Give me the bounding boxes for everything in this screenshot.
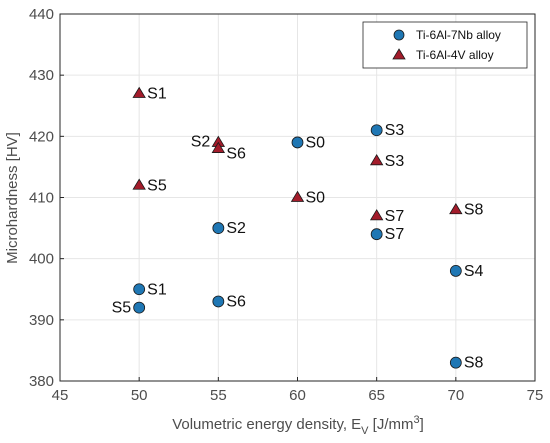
ti6al7nb-point-s8	[449, 356, 462, 369]
x-tick-label: 70	[447, 387, 464, 404]
x-tick-label: 55	[210, 387, 227, 404]
ti6al7nb-point-s6	[212, 295, 225, 308]
ti6al4v-label-s2: S2	[191, 133, 211, 150]
ti6al4v-point-s7	[369, 209, 384, 221]
ti6al7nb-label-s8: S8	[464, 355, 484, 372]
x-tick-label: 50	[131, 387, 148, 404]
legend-box	[362, 21, 528, 69]
ti6al7nb-label-s3: S3	[385, 122, 405, 139]
ti6al4v-point-s5	[132, 178, 146, 190]
ti6al7nb-point-s2	[212, 222, 225, 234]
ti6al7nb-point-s4	[449, 264, 462, 277]
ti6al4v-label-s5: S5	[147, 177, 167, 194]
ti6al4v-label-s8: S8	[464, 202, 484, 219]
x-tick-labels: 45 50 55 60 65 70 75	[52, 387, 544, 404]
ti6al4v-point-s0	[290, 190, 305, 202]
y-tick-label: 440	[29, 6, 54, 23]
legend-label-ti6al7nb: Ti-6Al-7Nb alloy	[416, 28, 501, 42]
ti6al7nb-point-s1	[133, 283, 146, 296]
y-tick-label: 430	[29, 67, 54, 84]
ti6al4v-point-s8	[449, 202, 463, 215]
ti6al4v-label-s7: S7	[385, 208, 405, 225]
x-axis-label-unit-end: ]	[420, 416, 424, 433]
y-tick-label: 380	[29, 373, 54, 390]
ti6al7nb-label-s2: S2	[226, 220, 246, 237]
x-tick-label: 60	[289, 387, 306, 404]
x-axis-label-unit: [J/mm	[369, 416, 414, 433]
legend-label-ti6al4v: Ti-6Al-4V alloy	[416, 48, 494, 62]
ti6al7nb-point-s7	[370, 228, 383, 241]
ti6al7nb-point-s0	[291, 136, 304, 149]
ti6al7nb-label-s6: S6	[226, 293, 246, 310]
x-tick-label: 45	[52, 387, 69, 404]
ti6al4v-point-s3	[369, 154, 384, 166]
plot-frame	[59, 13, 536, 382]
x-axis-label-superscript: 3	[414, 414, 420, 426]
x-tick-label: 75	[527, 387, 544, 404]
ti6al4v-label-s3: S3	[385, 153, 405, 170]
ti6al7nb-label-s4: S4	[464, 263, 484, 280]
y-tick-label: 410	[29, 190, 54, 207]
x-axis-label-main: Volumetric energy density, E	[172, 416, 361, 433]
legend-marker-ti6al4v	[392, 48, 406, 60]
ti6al7nb-label-s1: S1	[147, 281, 167, 298]
ti6al4v-label-s0: S0	[306, 190, 326, 207]
x-axis-label: Volumetric energy density, EV [J/mm3]	[172, 414, 424, 437]
y-tick-label: 420	[29, 128, 54, 145]
point-labels: S1 S5 S2 S6 S0 S3 S7 S4 S8 S1 S5 S2 S6 S0 S3 S7 S8	[112, 86, 484, 372]
legend: Ti-6Al-7Nb alloy Ti-6Al-4V alloy	[362, 21, 528, 69]
y-axis-label: Microhardness [HV]	[4, 132, 21, 264]
x-axis-label-subscript: V	[361, 425, 369, 437]
ti6al7nb-label-s7: S7	[385, 226, 405, 243]
y-tick-label: 390	[29, 312, 54, 329]
ti6al7nb-label-s5: S5	[112, 300, 132, 317]
x-tick-label: 65	[368, 387, 385, 404]
ti6al4v-label-s1: S1	[147, 86, 167, 103]
ti6al7nb-label-s0: S0	[306, 134, 326, 151]
y-tick-labels: 380 390 400 410 420 430 440	[29, 6, 54, 390]
ti6al4v-point-s6	[211, 141, 226, 153]
ti6al4v-point-s1	[132, 86, 146, 98]
ti6al7nb-point-s5	[133, 301, 146, 314]
ti6al4v-label-s6: S6	[226, 146, 246, 163]
data-points	[132, 86, 463, 369]
y-tick-label: 400	[29, 251, 54, 268]
ti6al7nb-point-s3	[370, 124, 383, 137]
legend-marker-ti6al7nb	[393, 29, 405, 41]
